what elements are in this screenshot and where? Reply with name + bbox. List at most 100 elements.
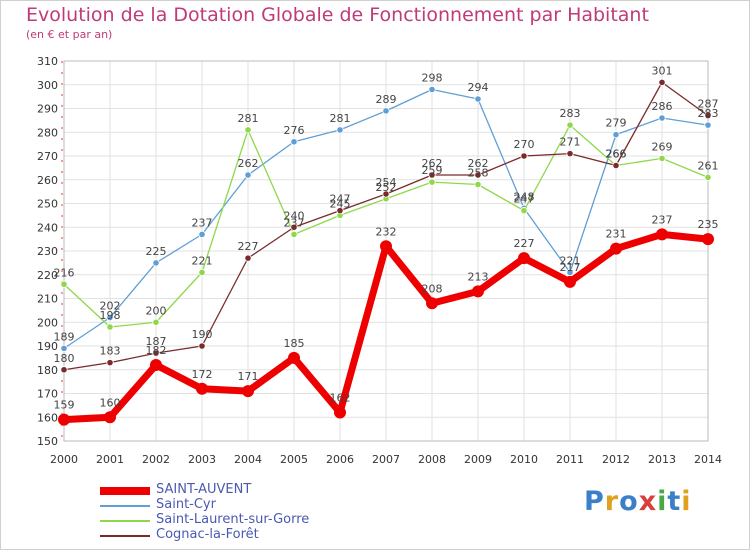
legend-swatch [100, 487, 150, 495]
data-point [198, 230, 206, 238]
data-point [198, 268, 206, 276]
x-tick-label: 2014 [694, 453, 722, 466]
data-point [474, 171, 482, 179]
data-label: 266 [606, 148, 627, 161]
data-label: 259 [422, 164, 443, 177]
data-point [58, 413, 70, 426]
x-tick-label: 2006 [326, 453, 354, 466]
data-point [474, 95, 482, 103]
logo-letter: o [619, 486, 639, 517]
data-point [704, 173, 712, 181]
data-label: 162 [330, 392, 351, 405]
data-label: 270 [514, 138, 535, 151]
data-label: 231 [606, 228, 627, 241]
data-label: 189 [54, 330, 75, 343]
legend-label: Saint-Laurent-sur-Gorre [156, 512, 310, 527]
data-point [704, 112, 712, 120]
data-label: 248 [514, 190, 535, 203]
data-point [380, 240, 392, 253]
data-point [564, 275, 576, 288]
x-tick-label: 2005 [280, 453, 308, 466]
data-point [106, 313, 114, 322]
x-tick-label: 2010 [510, 453, 538, 466]
logo-letter: t [667, 486, 682, 517]
data-label: 216 [54, 266, 75, 279]
data-label: 198 [100, 309, 121, 322]
data-label: 269 [652, 140, 673, 153]
data-label: 281 [238, 112, 259, 125]
data-label: 266 [606, 148, 627, 161]
data-point [566, 268, 574, 276]
data-point [334, 406, 346, 419]
data-point [106, 323, 114, 331]
series [58, 78, 714, 426]
data-point [198, 342, 206, 350]
data-label: 221 [192, 254, 213, 267]
y-tick-label: 300 [37, 79, 58, 92]
y-tick-label: 160 [37, 411, 58, 424]
data-point [152, 318, 160, 326]
x-tick-label: 2007 [372, 453, 400, 466]
logo-letter: r [604, 486, 620, 517]
logo-letter: x [638, 486, 658, 517]
data-label: 287 [698, 98, 719, 111]
data-point [428, 178, 436, 186]
data-label: 172 [192, 368, 213, 381]
x-tick-label: 2009 [464, 453, 492, 466]
data-point [336, 207, 344, 215]
x-tick-label: 2008 [418, 453, 446, 466]
data-point [520, 152, 528, 160]
data-label: 283 [698, 107, 719, 120]
data-point [290, 138, 298, 146]
data-label: 301 [652, 64, 673, 77]
data-label: 247 [514, 193, 535, 206]
x-tick-label: 2001 [96, 453, 124, 466]
data-point [150, 359, 162, 371]
x-tick-label: 2013 [648, 453, 676, 466]
data-label: 187 [146, 335, 167, 348]
data-label: 227 [238, 240, 259, 253]
data-label: 202 [100, 300, 121, 313]
data-point [658, 114, 666, 122]
data-label: 225 [146, 245, 167, 258]
data-label: 258 [468, 167, 489, 180]
data-point [566, 121, 574, 129]
x-tick-label: 2012 [602, 453, 630, 466]
data-label: 159 [54, 399, 75, 412]
data-label: 171 [238, 370, 259, 383]
data-point [152, 349, 160, 357]
y-tick-label: 170 [37, 388, 58, 401]
data-point [244, 171, 252, 179]
plot-border [63, 60, 709, 442]
data-point [426, 297, 438, 310]
x-tick-label: 2003 [188, 453, 216, 466]
data-point [244, 254, 252, 262]
data-label: 160 [100, 396, 121, 409]
data-point [382, 190, 390, 198]
data-point [656, 228, 668, 241]
y-tick-label: 250 [37, 198, 58, 211]
x-tick-label: 2002 [142, 453, 170, 466]
data-point [610, 242, 622, 255]
data-label: 235 [698, 218, 719, 231]
data-point [336, 126, 344, 134]
y-tick-label: 280 [37, 126, 58, 139]
y-tick-label: 270 [37, 150, 58, 163]
data-point [704, 121, 712, 129]
data-point [152, 259, 160, 267]
chart-title: Evolution de la Dotation Globale de Fonc… [26, 4, 649, 26]
data-label: 286 [652, 100, 673, 113]
y-tick-label: 210 [37, 293, 58, 306]
data-point [60, 344, 68, 352]
data-point [244, 126, 252, 134]
data-label: 283 [560, 107, 581, 120]
data-point [474, 180, 482, 189]
logo-letter: i [657, 486, 668, 517]
data-point [702, 233, 714, 246]
data-label: 217 [560, 261, 581, 274]
data-point [612, 161, 620, 170]
legend-label: Saint-Cyr [156, 497, 216, 512]
legend-swatch [100, 535, 150, 537]
y-tick-label: 220 [37, 269, 58, 282]
